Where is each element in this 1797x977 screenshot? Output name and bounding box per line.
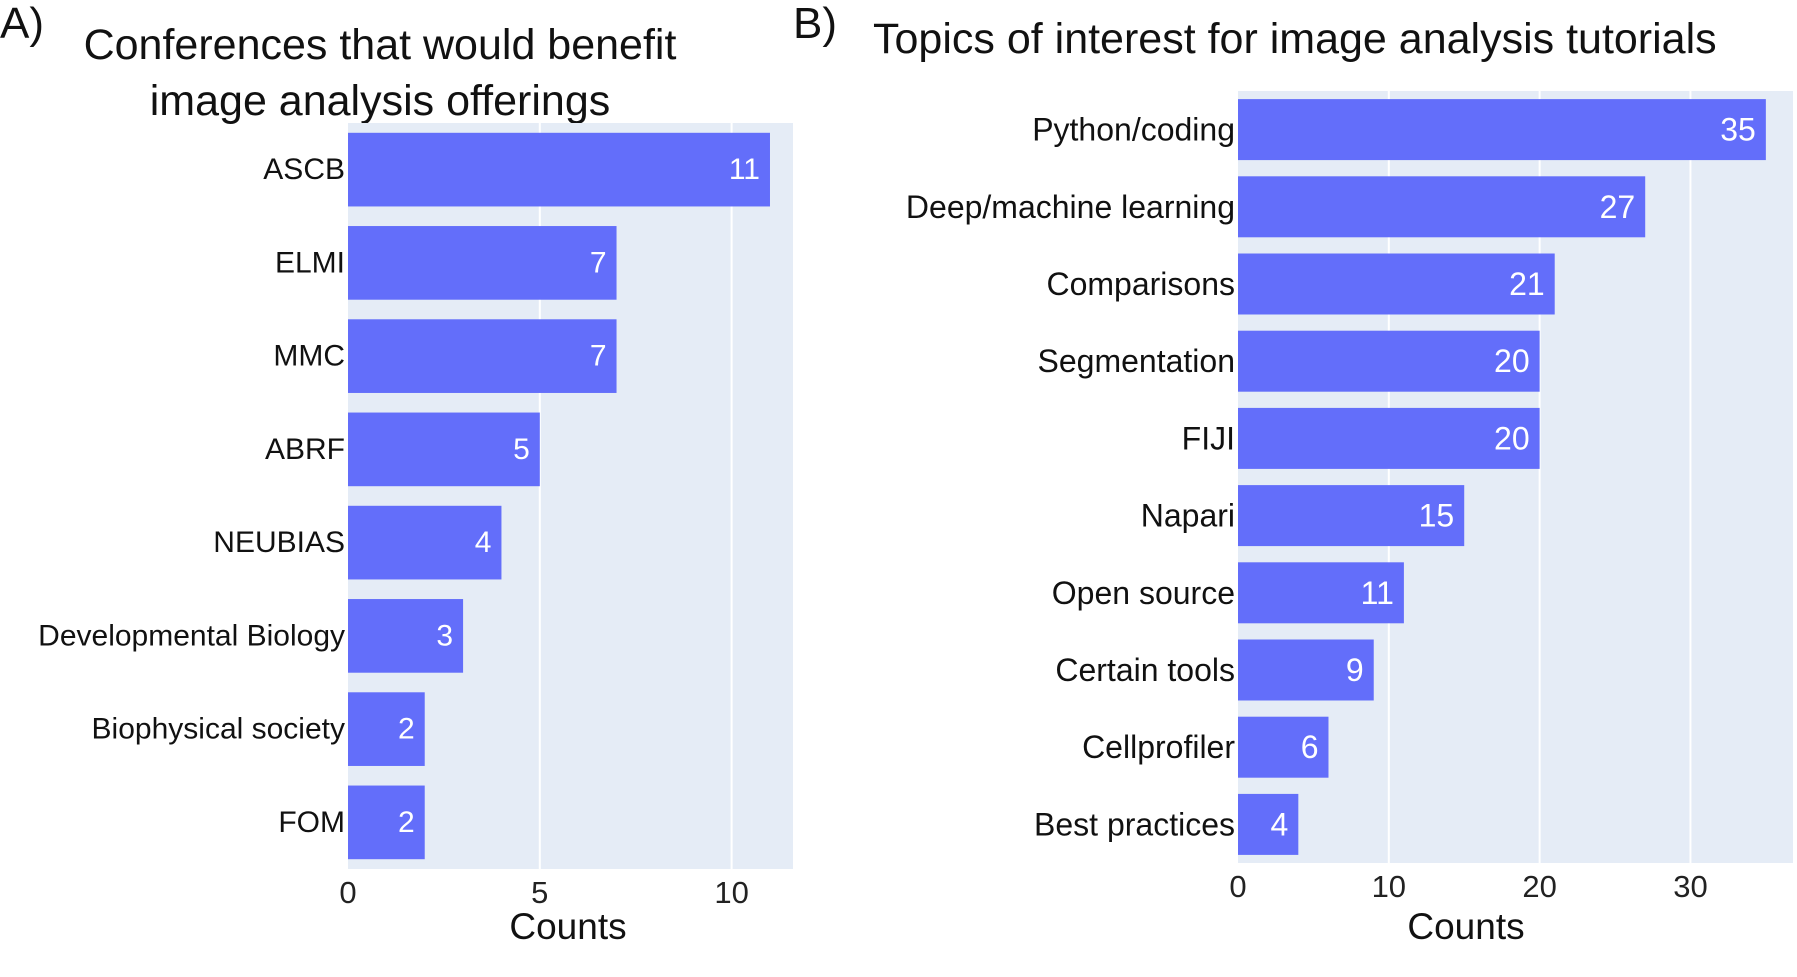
b-data-label: 11 — [1361, 575, 1394, 611]
b-bar — [1238, 99, 1766, 161]
b-data-label: 35 — [1720, 112, 1756, 148]
panel-label-a: A) — [0, 0, 44, 48]
a-category-label: Biophysical society — [92, 713, 345, 746]
a-data-label: 2 — [398, 806, 415, 839]
panel-b: B) Topics of interest for image analysis… — [790, 0, 1797, 977]
a-data-label: 7 — [590, 340, 607, 373]
b-data-label: 9 — [1346, 652, 1364, 688]
a-data-label: 5 — [513, 433, 530, 466]
a-bar — [348, 132, 770, 207]
a-bar — [348, 505, 502, 580]
panel-label-b: B) — [793, 0, 837, 48]
a-category-label: NEUBIAS — [213, 526, 345, 559]
b-data-label: 20 — [1494, 343, 1530, 379]
b-bar — [1238, 793, 1299, 855]
a-bar — [348, 412, 540, 487]
b-x-tick-label: 20 — [1522, 869, 1556, 904]
b-bar — [1238, 330, 1540, 392]
b-bar — [1238, 562, 1404, 624]
b-data-label: 27 — [1600, 189, 1636, 225]
a-category-label: ELMI — [275, 246, 345, 279]
chart-title-b-line-1: Topics of interest for image analysis tu… — [873, 15, 1717, 63]
a-bar — [348, 319, 617, 393]
b-bar — [1238, 639, 1374, 701]
b-category-label: Best practices — [1034, 806, 1235, 842]
a-data-label: 7 — [590, 246, 607, 279]
panel-a: A) Conferences that would benefit image … — [0, 0, 800, 977]
b-data-label: 21 — [1509, 266, 1545, 302]
b-x-tick-label: 0 — [1229, 869, 1246, 904]
b-x-tick-label: 30 — [1673, 869, 1707, 904]
b-bar — [1238, 716, 1329, 778]
a-x-tick-label: 5 — [531, 875, 548, 910]
b-category-label: Cellprofiler — [1082, 729, 1235, 765]
b-bar — [1238, 407, 1540, 469]
b-category-label: Certain tools — [1055, 652, 1235, 688]
b-category-label: Comparisons — [1046, 266, 1235, 302]
a-category-label: Developmental Biology — [38, 619, 345, 652]
b-category-label: Python/coding — [1032, 112, 1235, 148]
a-bar — [348, 599, 464, 673]
a-category-label: ABRF — [265, 433, 345, 466]
b-category-label: Open source — [1052, 575, 1235, 611]
b-bar — [1238, 176, 1646, 238]
chart-title-a-line-1: Conferences that would benefit — [83, 21, 677, 69]
a-bar — [348, 226, 617, 300]
a-category-label: FOM — [278, 806, 345, 839]
b-bar — [1238, 485, 1465, 547]
a-category-label: MMC — [273, 340, 345, 373]
b-x-tick-label: 10 — [1372, 869, 1406, 904]
chart-title-a-line-2: image analysis offerings — [149, 76, 611, 125]
chart-title-b: Topics of interest for image analysis tu… — [873, 12, 1717, 68]
a-data-label: 11 — [729, 153, 760, 186]
a-data-label: 3 — [436, 619, 453, 652]
b-category-label: Deep/machine learning — [906, 189, 1235, 225]
b-data-label: 15 — [1419, 498, 1455, 534]
b-category-label: FIJI — [1182, 420, 1235, 456]
a-data-label: 4 — [475, 526, 492, 559]
b-data-label: 20 — [1494, 420, 1530, 456]
a-x-tick-label: 10 — [714, 875, 748, 910]
bar-chart-a: 0 5 10 ASCB 11 ELMI 7 MMC 7 ABRF 5 NEUBIAS 4 Developm… — [38, 123, 793, 910]
chart-title-a: Conferences that would benefit image ana… — [84, 18, 677, 130]
a-bar — [348, 692, 425, 766]
a-category-label: ASCB — [263, 153, 345, 186]
b-bar — [1238, 253, 1555, 315]
a-data-label: 2 — [398, 713, 415, 746]
x-axis-title-b: Counts — [1407, 906, 1525, 947]
a-bar — [348, 785, 425, 860]
b-category-label: Napari — [1141, 498, 1235, 534]
a-x-tick-label: 0 — [339, 875, 356, 910]
b-data-label: 4 — [1271, 806, 1289, 842]
x-axis-title-a: Counts — [509, 906, 627, 947]
bar-chart-b: 0 10 20 30 Python/coding 35 Deep/machine learn… — [906, 91, 1793, 904]
b-data-label: 6 — [1301, 729, 1319, 765]
b-category-label: Segmentation — [1038, 343, 1235, 379]
